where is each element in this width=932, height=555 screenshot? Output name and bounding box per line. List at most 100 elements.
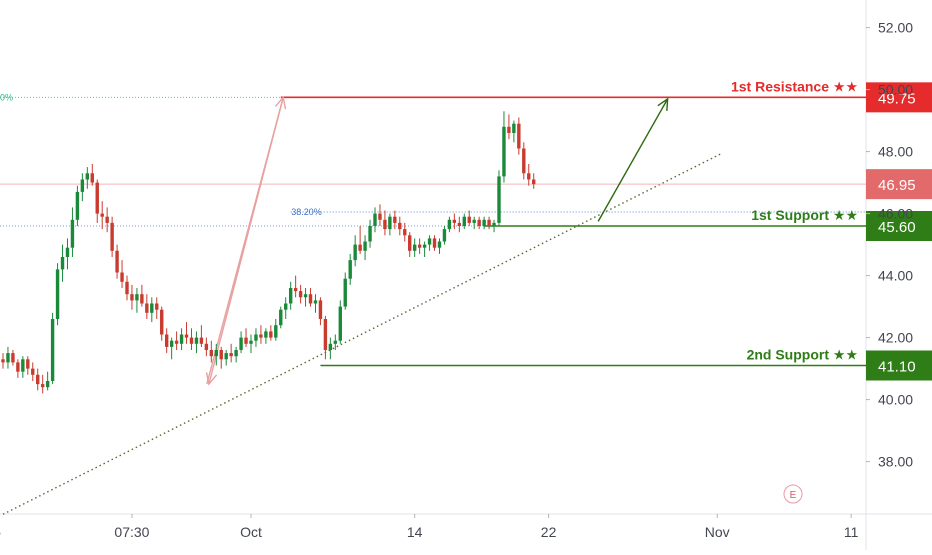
- candle-body: [333, 340, 338, 344]
- level-label: 2nd Support ★★: [747, 347, 858, 363]
- candle-body: [179, 334, 184, 344]
- candle-body: [417, 244, 422, 248]
- candle-body: [264, 331, 268, 338]
- candle-body: [80, 179, 85, 192]
- candle-body: [120, 272, 124, 282]
- candle-body: [115, 250, 119, 273]
- candle-body: [422, 244, 427, 248]
- candle-body: [259, 334, 263, 338]
- candle-body: [189, 337, 194, 344]
- candle-body: [184, 334, 189, 338]
- candle-body: [95, 182, 99, 214]
- time-tick-label: Nov: [705, 524, 730, 540]
- candle-body: [194, 337, 199, 344]
- arrow-shaft: [597, 98, 669, 222]
- candle-body: [447, 219, 452, 230]
- candle-body: [477, 219, 481, 226]
- time-tick-label: Oct: [240, 524, 262, 540]
- candle-body: [363, 241, 367, 251]
- candle-body: [427, 238, 432, 245]
- price-tick-label: 40.00: [878, 392, 913, 408]
- candle-body: [517, 123, 521, 149]
- candle-body: [214, 350, 218, 357]
- candle-body: [318, 300, 323, 319]
- event-marker-icon[interactable]: E: [783, 484, 803, 504]
- candle-body: [209, 350, 214, 357]
- candle-body: [398, 222, 402, 230]
- candle-body: [199, 337, 204, 344]
- candle-body: [323, 319, 328, 350]
- candle-body: [482, 219, 486, 226]
- candle-body: [145, 303, 149, 313]
- candle-body: [328, 343, 333, 350]
- candle-body: [298, 291, 303, 298]
- candle-body: [437, 241, 442, 248]
- arrow-head: [274, 95, 287, 110]
- candle-body: [353, 244, 357, 261]
- candle-body: [239, 337, 243, 350]
- price-tick-label: 44.00: [878, 268, 913, 284]
- candle-body: [358, 244, 362, 251]
- candle-body: [31, 368, 35, 375]
- candle-body: [274, 325, 278, 338]
- candle-body: [502, 126, 506, 177]
- candle-body: [497, 176, 501, 223]
- candle-body: [393, 216, 397, 223]
- event-marker-label: E: [790, 490, 797, 501]
- candle-body: [293, 288, 298, 292]
- candle-body: [303, 294, 308, 298]
- level-label: 1st Resistance ★★: [731, 78, 858, 94]
- price-tick-label: 42.00: [878, 330, 913, 346]
- last-price-badge-text: 46.95: [878, 177, 916, 194]
- price-tick-label: 52.00: [878, 20, 913, 36]
- candles-layer: [1, 111, 536, 394]
- level-price-badge: [866, 211, 932, 241]
- projection-arrow-up: [206, 95, 287, 385]
- level-price-badge: [866, 82, 932, 113]
- arrow-shaft: [206, 97, 284, 385]
- candle-body: [308, 294, 313, 304]
- candle-body: [90, 173, 94, 183]
- candle-body: [55, 269, 60, 319]
- candle-body: [36, 374, 40, 385]
- level-price-badge-text: 45.60: [878, 219, 916, 236]
- candle-body: [403, 229, 407, 236]
- candle-body: [527, 173, 531, 180]
- level-price-badge-text: 41.10: [878, 359, 916, 376]
- candle-body: [442, 229, 447, 242]
- candle-body: [130, 294, 134, 301]
- candle-body: [388, 216, 392, 230]
- candle-body: [140, 294, 144, 304]
- candle-body: [21, 359, 25, 372]
- candle-body: [100, 213, 104, 217]
- price-axis[interactable]: 38.00 40.00 42.00 44.00 46.00 48.00 50.00 52.00: [866, 20, 913, 470]
- candle-body: [6, 353, 10, 363]
- candle-body: [40, 384, 45, 388]
- candle-body: [452, 219, 457, 223]
- candle-body: [462, 216, 466, 226]
- candle-body: [155, 303, 159, 310]
- candle-body: [507, 126, 511, 133]
- candle-body: [135, 294, 139, 301]
- candle-body: [174, 340, 179, 344]
- fib-level-left-label: 0%: [0, 92, 13, 102]
- candle-body: [373, 213, 377, 226]
- candle-body: [125, 281, 129, 295]
- candle-body: [532, 179, 536, 185]
- candle-body: [279, 309, 283, 326]
- drawing-layer: 38.20% 0% 1st Resistance ★★ 1st Support ★★ 2…: [0, 78, 866, 515]
- level-price-badge-text: 49.75: [878, 90, 916, 107]
- candle-body: [16, 362, 20, 372]
- time-axis[interactable]: 16 07:30 Oct 14 22 Nov 11: [0, 514, 859, 540]
- target-arrow: [597, 97, 669, 222]
- candle-body: [378, 213, 382, 220]
- candle-body: [110, 222, 114, 251]
- price-tick-label: 50.00: [878, 82, 913, 98]
- candle-body: [412, 244, 417, 251]
- candle-body: [492, 222, 496, 226]
- candle-body: [70, 219, 75, 248]
- time-tick-label: 16: [0, 524, 1, 540]
- candle-body: [348, 260, 352, 279]
